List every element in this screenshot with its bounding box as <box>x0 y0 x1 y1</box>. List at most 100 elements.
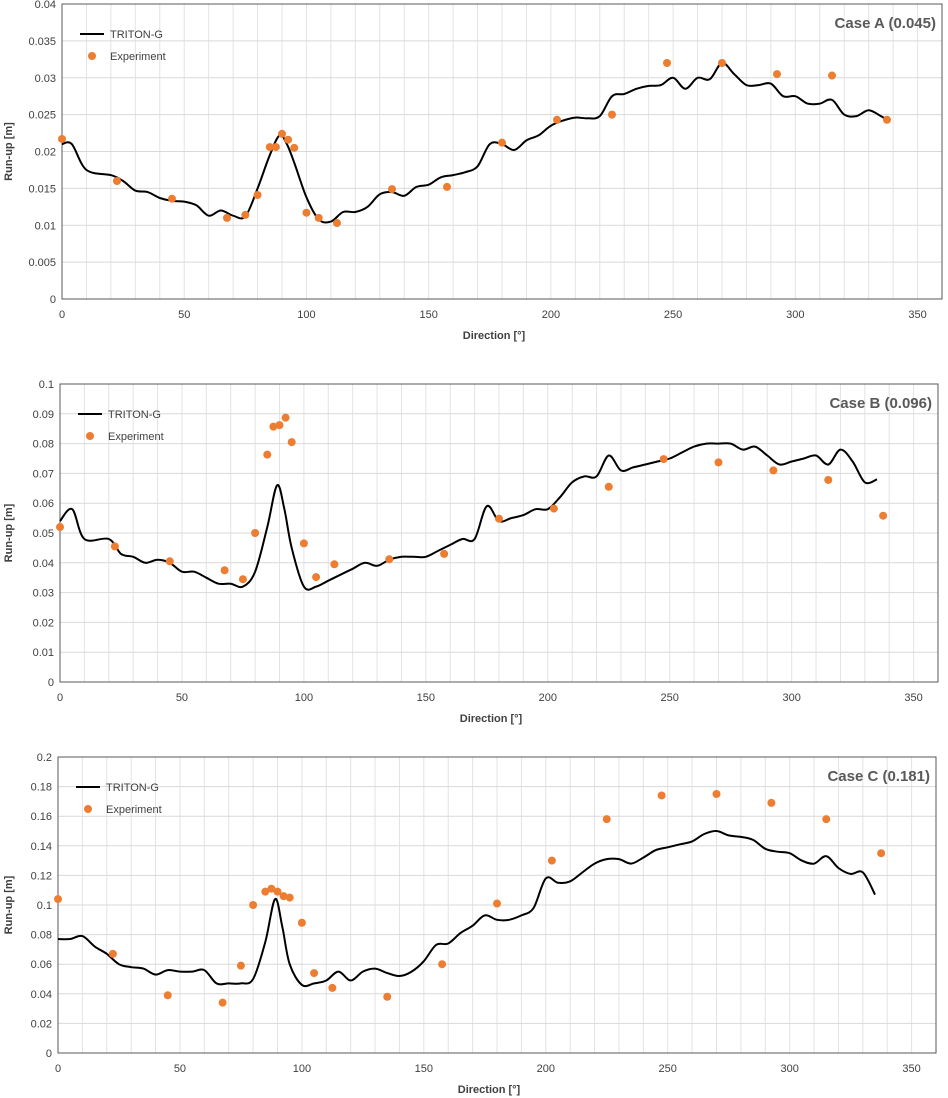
x-axis-title: Direction [°] <box>458 1084 521 1096</box>
x-tick-label: 0 <box>57 692 63 704</box>
data-point-experiment <box>163 991 172 1000</box>
data-point-experiment <box>251 529 260 537</box>
legend-label-triton-g: TRITON-G <box>110 29 163 41</box>
x-axis-title: Direction [°] <box>460 713 523 725</box>
y-tick-label: 0.1 <box>39 379 54 391</box>
y-tick-label: 0.12 <box>31 870 52 882</box>
data-point-experiment <box>236 961 245 970</box>
data-point-experiment <box>549 504 558 513</box>
data-point-experiment <box>165 557 174 566</box>
data-point-experiment <box>108 949 117 958</box>
x-tick-label: 350 <box>904 692 922 704</box>
x-tick-label: 250 <box>659 1063 677 1075</box>
chart-case-b: 0 0.01 0.02 0.03 0.04 0.05 0.06 0.07 0.08 0.09 0.1… <box>0 372 948 727</box>
data-point-experiment <box>223 213 231 222</box>
x-axis-title: Direction [°] <box>463 330 526 342</box>
x-tick-label: 150 <box>417 692 435 704</box>
x-tick-label: 300 <box>780 1063 798 1075</box>
data-point-experiment <box>287 438 296 447</box>
y-tick-label: 0.01 <box>33 647 54 659</box>
chart-title: Case C (0.181) <box>827 768 930 785</box>
data-point-experiment <box>443 182 451 191</box>
data-point-experiment <box>265 143 274 152</box>
series-line-triton-g <box>59 442 878 591</box>
x-tick-label: 100 <box>295 692 313 704</box>
data-point-experiment <box>659 455 668 464</box>
data-point-experiment <box>333 219 341 228</box>
data-point-experiment <box>553 115 561 124</box>
y-tick-label: 0.07 <box>33 468 54 480</box>
x-tick-label: 100 <box>297 309 315 321</box>
y-tick-label: 0.1 <box>37 900 52 912</box>
data-point-experiment <box>58 134 66 143</box>
data-point-experiment <box>271 143 280 152</box>
series-line-triton-g <box>61 61 889 224</box>
y-tick-label: 0.06 <box>33 498 54 510</box>
data-point-experiment <box>261 887 270 896</box>
y-axis-title: Run-up [m] <box>3 875 15 934</box>
y-tick-label: 0.2 <box>37 752 52 764</box>
y-tick-label: 0.06 <box>31 959 52 971</box>
data-point-experiment <box>602 815 611 824</box>
x-tick-label: 300 <box>786 309 804 321</box>
y-tick-label: 0.035 <box>28 36 56 48</box>
y-tick-label: 0.03 <box>33 588 54 600</box>
x-tick-label: 150 <box>419 309 437 321</box>
plot-area-frame <box>59 383 939 683</box>
y-tick-label: 0.18 <box>31 782 52 794</box>
data-point-experiment <box>54 895 62 904</box>
data-point-experiment <box>314 213 323 222</box>
data-point-experiment <box>879 511 888 520</box>
x-tick-label: 350 <box>902 1063 920 1075</box>
data-point-experiment <box>284 135 293 144</box>
y-tick-label: 0.005 <box>28 257 56 269</box>
x-tick-label: 50 <box>178 309 190 321</box>
data-point-experiment <box>440 549 449 558</box>
data-point-experiment <box>310 969 319 978</box>
x-tick-label: 350 <box>908 309 926 321</box>
data-point-experiment <box>547 856 556 865</box>
y-tick-label: 0.04 <box>33 558 54 570</box>
data-point-experiment <box>712 790 721 798</box>
data-point-experiment <box>281 413 290 422</box>
data-point-experiment <box>714 458 723 467</box>
data-point-experiment <box>608 110 616 119</box>
data-point-experiment <box>493 899 501 908</box>
y-axis-title: Run-up [m] <box>3 122 15 181</box>
data-point-experiment <box>328 983 337 992</box>
legend-label-experiment: Experiment <box>108 431 164 443</box>
data-point-experiment <box>312 573 321 582</box>
data-point-experiment <box>438 960 447 969</box>
y-tick-label: 0.04 <box>31 989 52 1001</box>
data-point-experiment <box>767 798 776 807</box>
plot-area-frame <box>57 756 937 1054</box>
y-tick-label: 0.015 <box>28 183 56 195</box>
data-point-experiment <box>877 849 886 858</box>
data-point-experiment <box>290 143 299 152</box>
legend-label-triton-g: TRITON-G <box>106 782 159 794</box>
data-point-experiment <box>330 560 339 569</box>
data-point-experiment <box>269 422 278 431</box>
data-point-experiment <box>110 542 119 551</box>
data-point-experiment <box>663 59 671 67</box>
x-tick-label: 300 <box>782 692 800 704</box>
legend-swatch-marker <box>84 805 92 813</box>
x-tick-label: 0 <box>59 309 65 321</box>
data-point-experiment <box>495 514 503 523</box>
x-tick-label: 200 <box>542 309 560 321</box>
data-point-experiment <box>824 475 833 484</box>
chart-title: Case A (0.045) <box>835 15 936 32</box>
y-tick-label: 0.02 <box>31 1018 52 1030</box>
y-tick-label: 0 <box>48 677 54 689</box>
data-point-experiment <box>273 887 282 896</box>
y-tick-label: 0.04 <box>35 0 56 11</box>
chart-svg-0: 0 0.005 0.01 0.015 0.02 0.025 0.03 0.035 0.04 0 50… <box>3 0 943 342</box>
data-point-experiment <box>883 115 891 124</box>
y-tick-label: 0.03 <box>35 73 56 85</box>
legend-label-triton-g: TRITON-G <box>108 409 161 421</box>
x-tick-label: 200 <box>537 1063 555 1075</box>
y-tick-label: 0 <box>50 294 56 306</box>
data-point-experiment <box>822 815 831 824</box>
data-point-experiment <box>220 566 229 575</box>
